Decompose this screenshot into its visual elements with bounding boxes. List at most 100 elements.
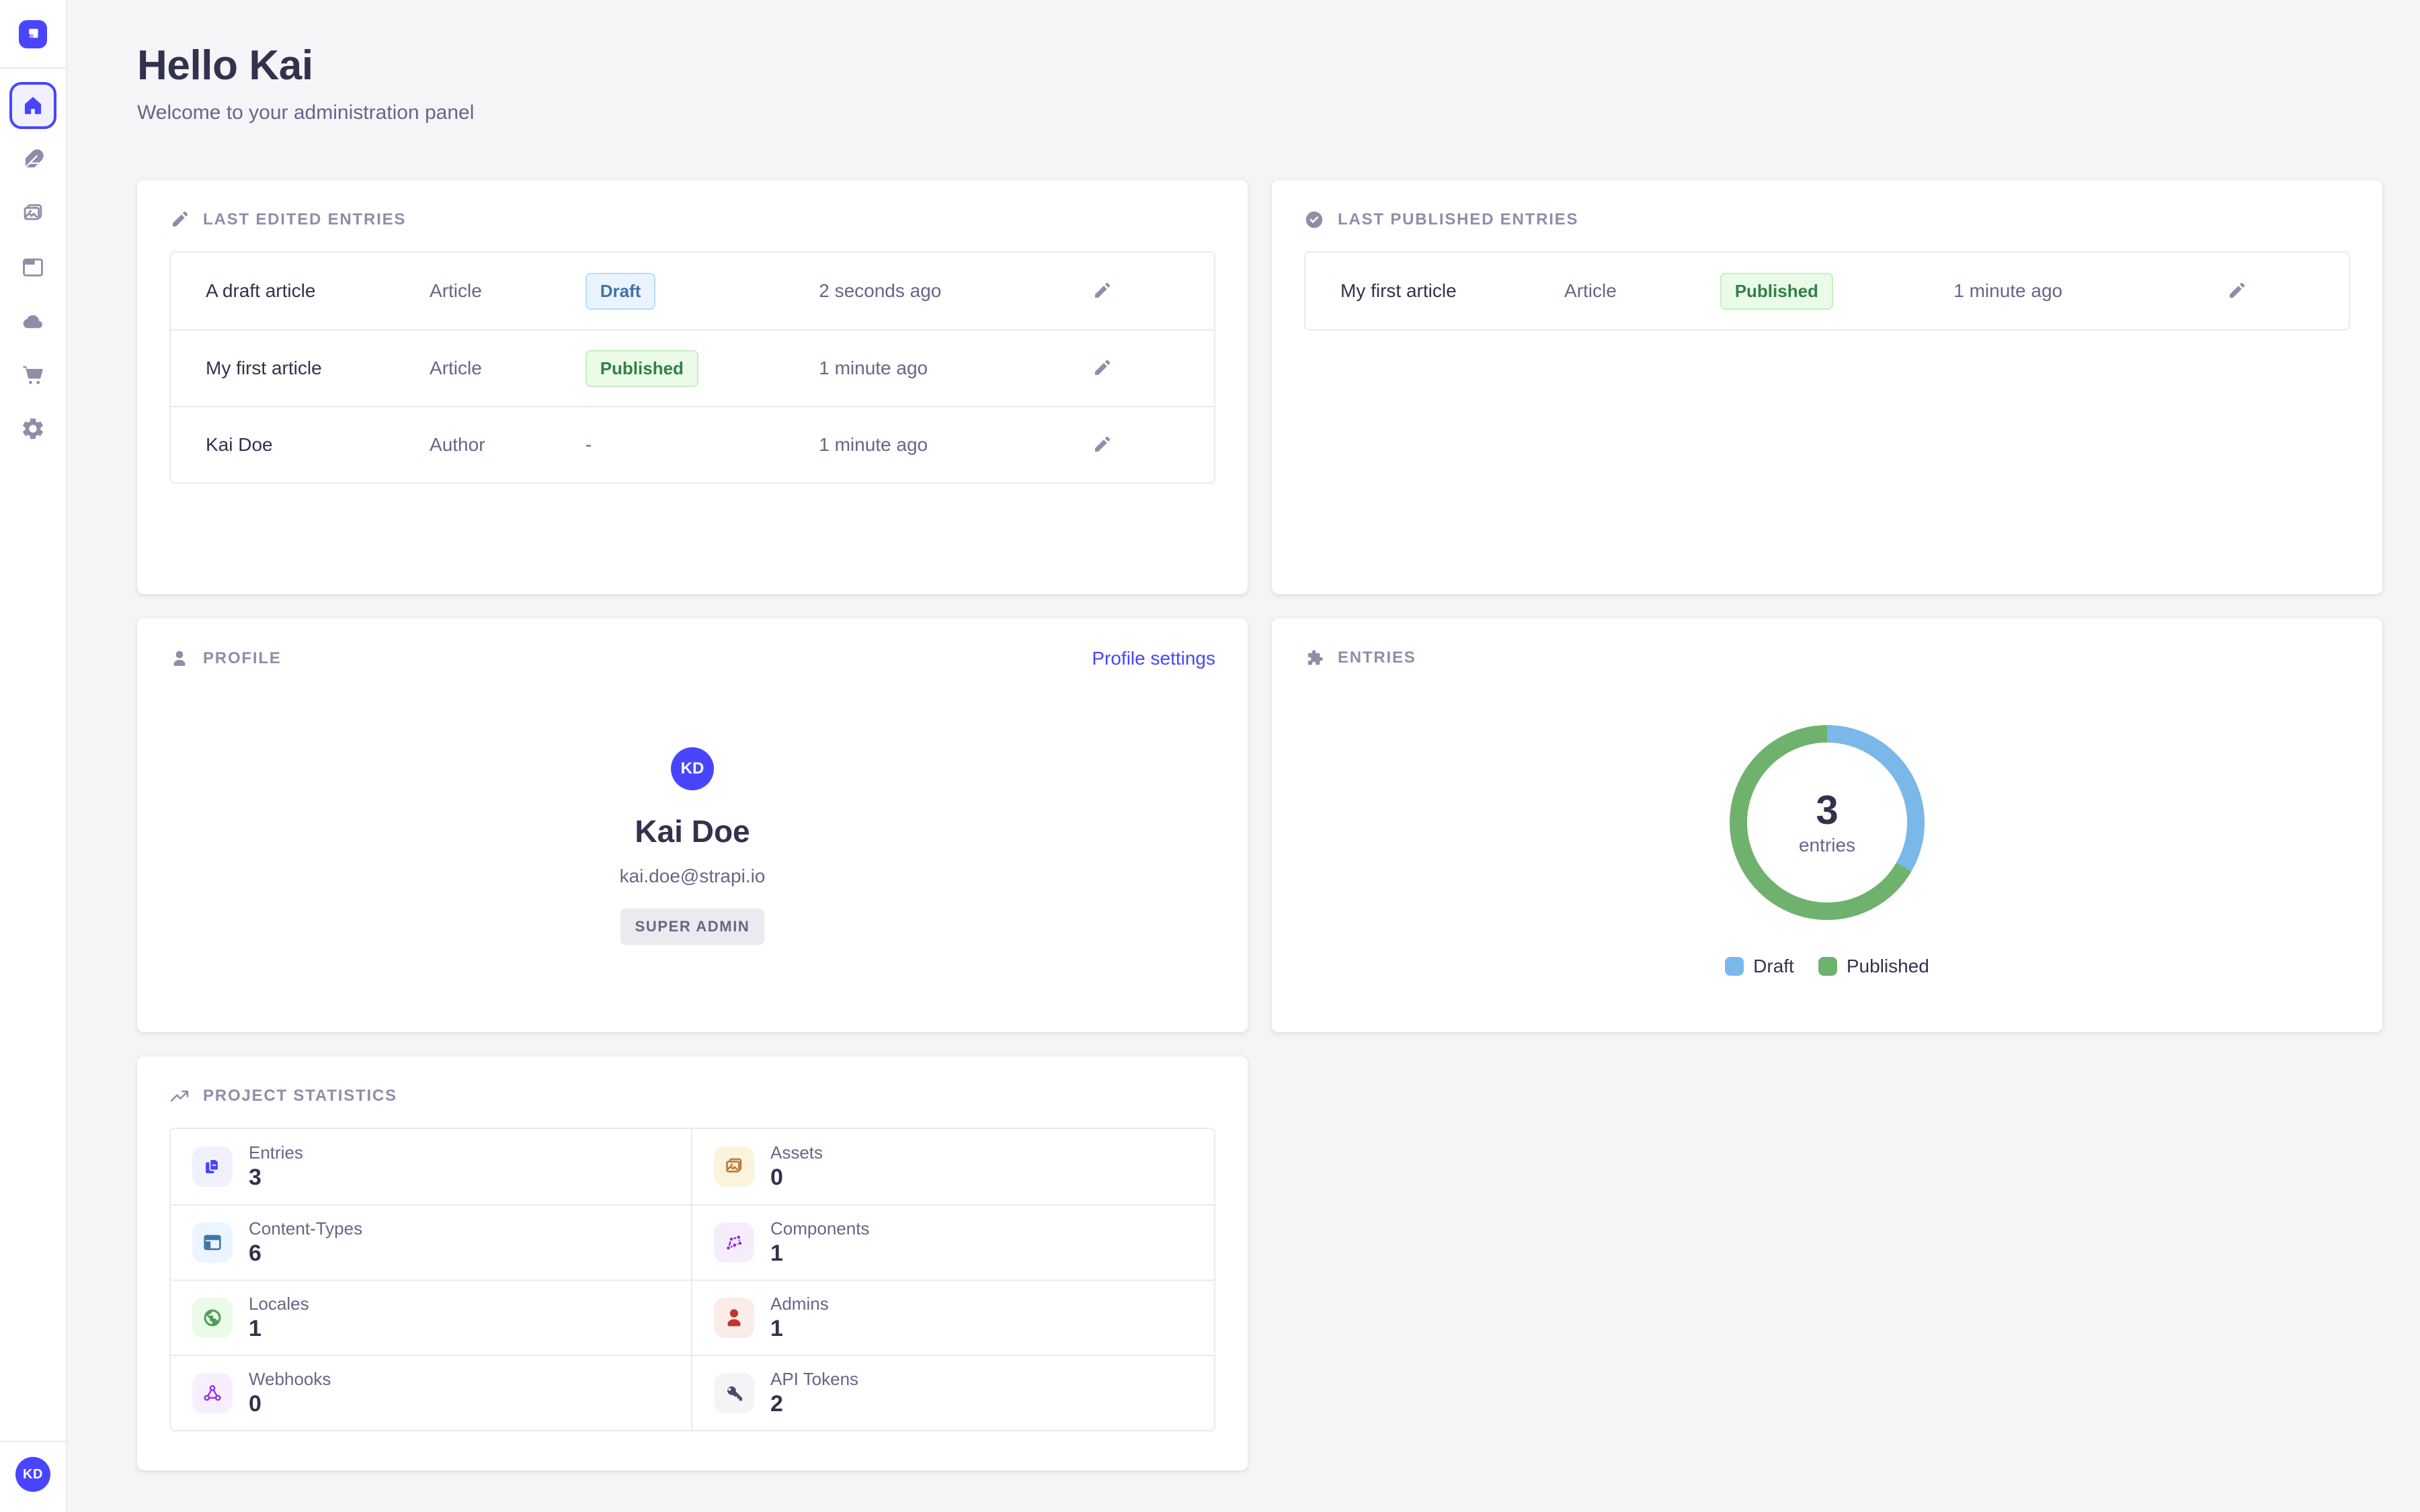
stat-content-types: Content-Types 6 (171, 1204, 692, 1279)
stat-entries: Entries 3 (171, 1129, 692, 1204)
profile-body: KD Kai Doe kai.doe@strapi.io SUPER ADMIN (169, 669, 1215, 945)
entries-stat-tile (192, 1146, 233, 1187)
components-stat-tile (714, 1222, 754, 1263)
dashboard-grid: LAST EDITED ENTRIES A draft article Arti… (137, 180, 2382, 1470)
cart-icon (23, 366, 43, 384)
assets-stat-icon (726, 1158, 742, 1173)
stat-value: 1 (770, 1316, 783, 1341)
legend-label: Draft (1753, 956, 1794, 976)
status-badge: Published (585, 349, 698, 387)
stat-value: 1 (249, 1316, 261, 1341)
strapi-logo[interactable] (19, 20, 47, 48)
stat-value: 6 (249, 1241, 261, 1266)
main-content: Hello Kai Welcome to your administration… (67, 0, 2420, 1512)
assets-stat-tile (714, 1146, 754, 1187)
stat-label: Content-Types (249, 1218, 363, 1238)
stats-table: Entries 3 Assets 0 (169, 1128, 1215, 1431)
table-row: A draft article Article Draft 2 seconds … (171, 253, 1214, 329)
legend-item-draft: Draft (1725, 956, 1794, 977)
edit-pencil-icon (1094, 360, 1110, 375)
last-edited-entries-header: LAST EDITED ENTRIES (169, 210, 1215, 230)
admins-stat-icon (727, 1309, 741, 1327)
entry-name: Kai Doe (206, 434, 273, 455)
profile-header: PROFILE Profile settings (169, 648, 1215, 669)
stat-components: Components 1 (692, 1204, 1214, 1279)
donut-arc-published (1730, 725, 1925, 920)
card-title: ENTRIES (1338, 648, 1416, 667)
entries-stat-icon (206, 1159, 219, 1173)
stat-value: 3 (249, 1165, 261, 1190)
images-icon (24, 204, 42, 220)
last-edited-table: A draft article Article Draft 2 seconds … (169, 251, 1215, 484)
trend-up-icon (170, 1090, 189, 1102)
entries-donut-chart: 3 entries (1304, 724, 2350, 921)
stat-label: Locales (249, 1294, 309, 1314)
entry-type: Article (1564, 280, 1617, 301)
webhooks-stat-icon (204, 1385, 221, 1401)
table-row: My first article Article Published 1 min… (171, 329, 1214, 406)
draft-swatch (1725, 957, 1744, 976)
last-published-entries-card: LAST PUBLISHED ENTRIES My first article … (1272, 180, 2382, 594)
published-swatch (1818, 957, 1837, 976)
content-types-stat-tile (192, 1222, 233, 1263)
entry-time: 2 seconds ago (819, 280, 942, 301)
api-tokens-stat-tile (714, 1373, 754, 1413)
feather-icon (22, 149, 44, 171)
sidebar-item-settings[interactable] (6, 402, 60, 456)
locales-stat-tile (192, 1298, 233, 1338)
pencil-icon (173, 212, 188, 226)
card-title: PROFILE (203, 649, 282, 667)
stat-label: Admins (770, 1294, 829, 1314)
stat-label: Entries (249, 1142, 303, 1163)
last-published-entries-header: LAST PUBLISHED ENTRIES (1304, 210, 2350, 230)
status-badge: Published (1720, 272, 1833, 310)
table-row: My first article Article Published 1 min… (1305, 253, 2349, 329)
edit-pencil-icon (1094, 437, 1110, 452)
sidebar-nav (0, 79, 66, 456)
sidebar-footer-divider (0, 1441, 66, 1442)
entries-card: ENTRIES 3 entries (1272, 618, 2382, 1032)
project-statistics-header: PROJECT STATISTICS (169, 1086, 1215, 1106)
layout-icon (23, 258, 43, 277)
sidebar-item-media-library[interactable] (6, 187, 60, 241)
content-types-stat-icon (204, 1234, 221, 1251)
page-title: Hello Kai (137, 42, 313, 89)
sidebar-divider (0, 67, 66, 69)
sidebar-item-content-type-builder[interactable] (6, 241, 60, 294)
gear-icon (23, 418, 43, 439)
entry-time: 1 minute ago (1953, 280, 2063, 301)
edit-pencil-icon (2229, 283, 2245, 298)
person-icon (173, 650, 186, 666)
entry-name: A draft article (206, 280, 316, 301)
table-row: Kai Doe Author - 1 minute ago (171, 406, 1214, 482)
legend-label: Published (1846, 956, 1929, 976)
stat-assets: Assets 0 (692, 1129, 1214, 1204)
sidebar-item-content-manager[interactable] (6, 133, 60, 187)
role-badge: SUPER ADMIN (620, 909, 765, 945)
api-tokens-stat-icon (727, 1386, 743, 1401)
profile-settings-link[interactable]: Profile settings (1092, 648, 1215, 669)
last-published-table: My first article Article Published 1 min… (1304, 251, 2350, 331)
status-badge: Draft (585, 272, 656, 310)
edit-entry-button[interactable] (2226, 281, 2314, 301)
entry-name: My first article (1340, 280, 1457, 301)
donut-legend: Draft Published (1304, 956, 2350, 977)
webhooks-stat-tile (192, 1373, 233, 1413)
sidebar-item-marketplace[interactable] (6, 348, 60, 402)
edit-entry-button[interactable] (1092, 281, 1179, 301)
stat-locales: Locales 1 (171, 1279, 692, 1355)
cloud-icon (23, 315, 42, 329)
stat-label: Webhooks (249, 1369, 331, 1389)
stat-label: API Tokens (770, 1369, 859, 1389)
page-subtitle: Welcome to your administration panel (137, 101, 475, 124)
user-avatar[interactable]: KD (15, 1457, 50, 1492)
check-circle-icon (1305, 211, 1323, 228)
locales-stat-icon (204, 1309, 221, 1327)
sidebar-item-deploy[interactable] (6, 294, 60, 348)
components-stat-icon (725, 1234, 743, 1251)
card-title: LAST EDITED ENTRIES (203, 210, 407, 228)
edit-entry-button[interactable] (1092, 435, 1179, 455)
edit-entry-button[interactable] (1092, 358, 1179, 378)
sidebar-item-home[interactable] (9, 82, 56, 129)
